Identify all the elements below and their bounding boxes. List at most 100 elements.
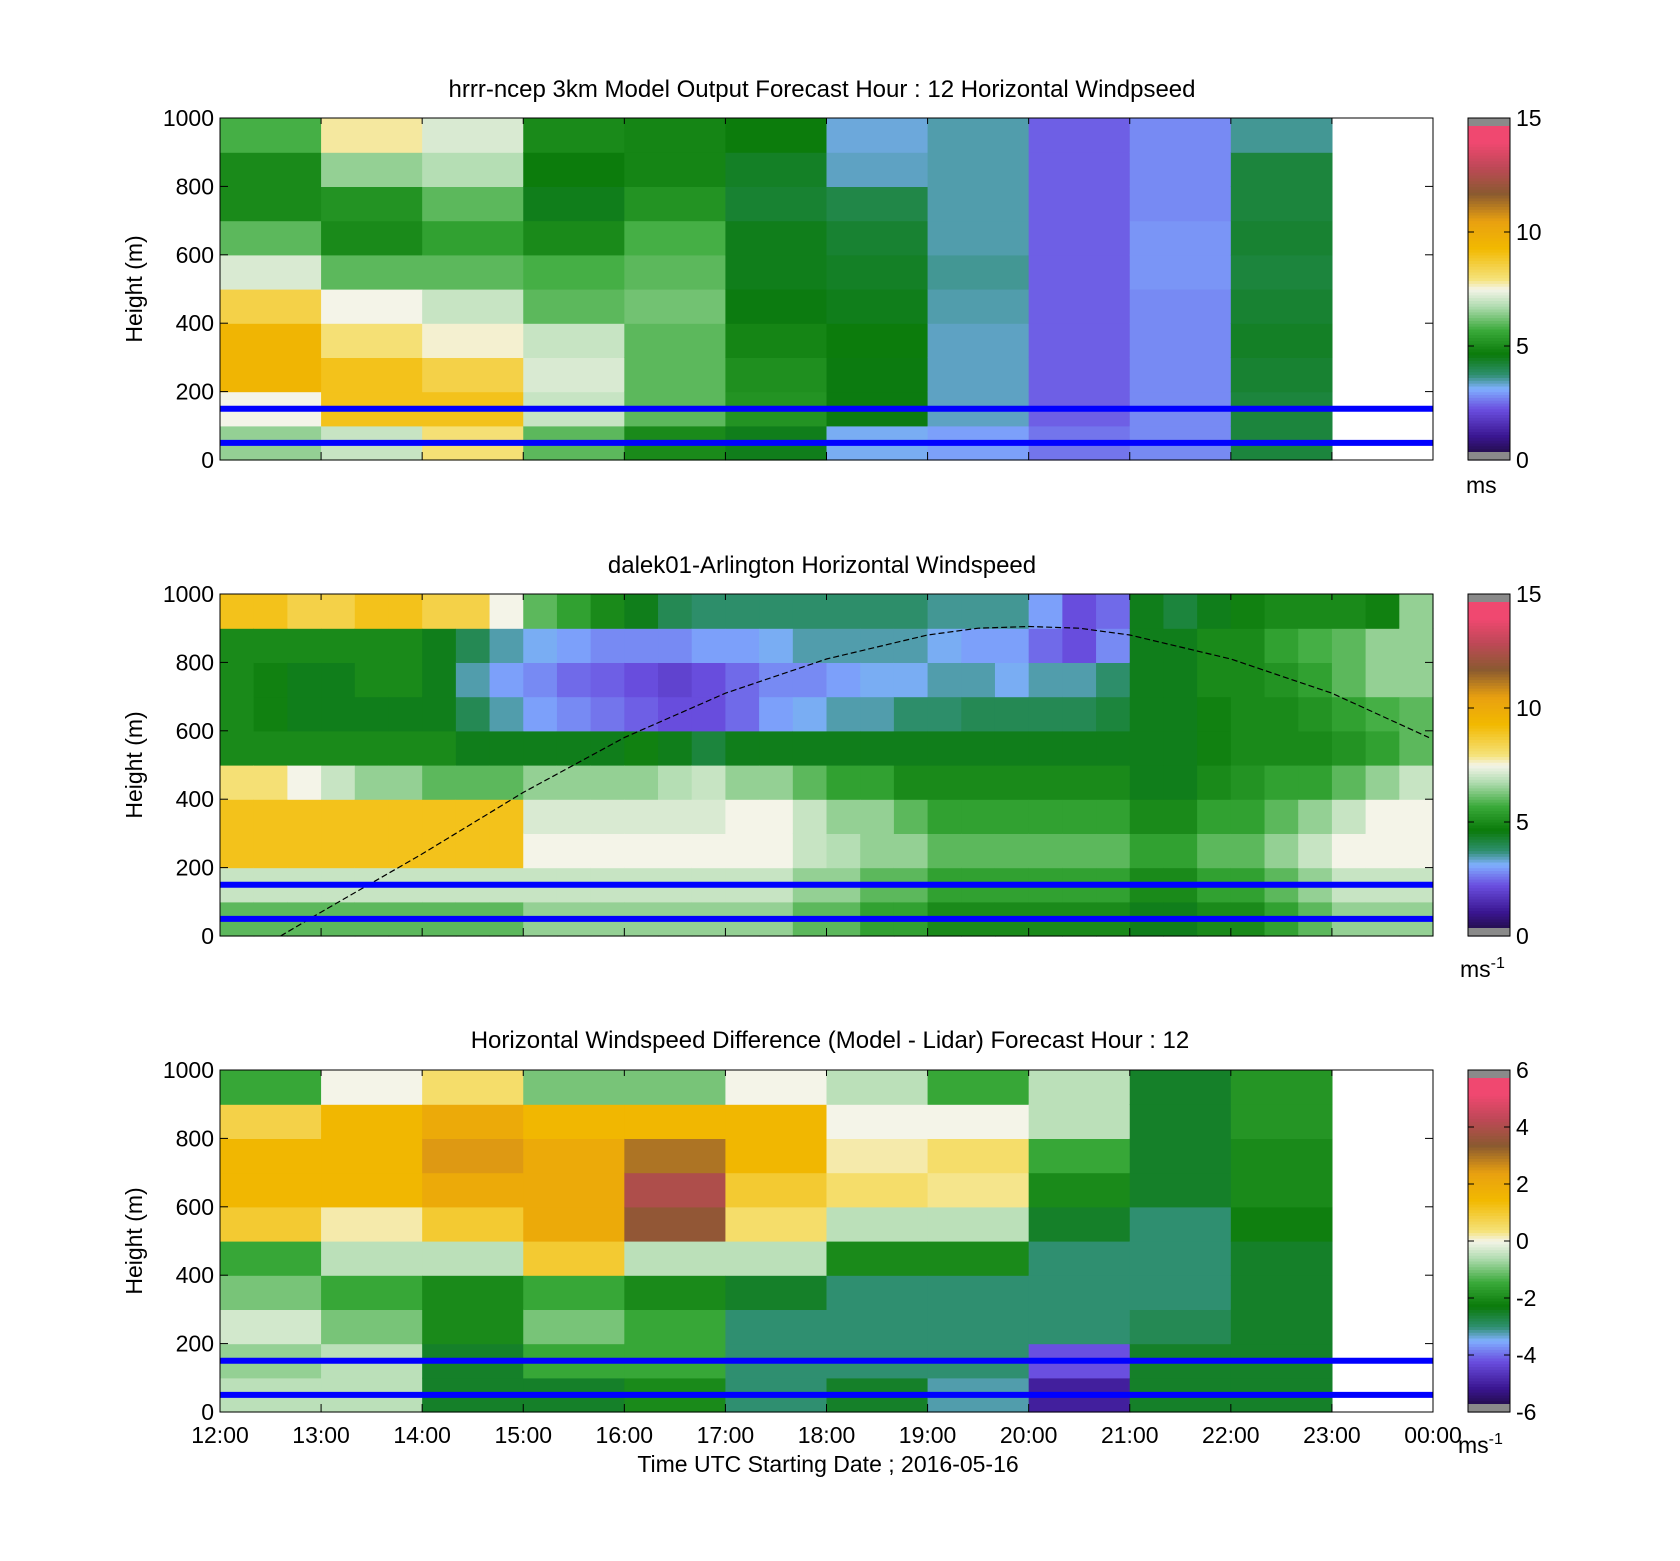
colorbar-tick-label: -2: [1516, 1285, 1536, 1311]
colorbar-segment: [1468, 622, 1510, 626]
heat-cell: [927, 1138, 1030, 1174]
heat-cell: [826, 289, 929, 324]
colorbar-segment: [1468, 326, 1510, 330]
colorbar-segment: [1468, 380, 1510, 384]
heat-cell: [927, 1309, 1030, 1345]
heat-cell: [927, 220, 1030, 256]
heat-cell: [1028, 765, 1063, 800]
heat-cell: [624, 765, 659, 800]
heat-cell: [523, 1172, 625, 1208]
colorbar-segment: [1468, 346, 1510, 350]
colorbar-segment: [1468, 659, 1510, 663]
heat-cell: [624, 1241, 727, 1276]
colorbar-segment: [1468, 773, 1510, 777]
heat-cell: [321, 833, 356, 869]
colorbar-under-cap: [1468, 928, 1510, 936]
heat-cell: [321, 1309, 423, 1345]
colorbar-segment: [1468, 802, 1510, 806]
heat-cell: [523, 357, 625, 393]
colorbar-segment: [1468, 742, 1510, 746]
colorbar-segment: [1468, 1266, 1510, 1271]
heat-cell: [1365, 594, 1400, 629]
colorbar-segment: [1468, 1315, 1510, 1319]
heat-cell: [927, 1104, 1030, 1139]
colorbar-segment: [1468, 1203, 1510, 1208]
heat-cell: [1129, 662, 1165, 698]
heat-cell: [590, 765, 625, 800]
colorbar-segment: [1468, 152, 1510, 156]
heat-cell: [1399, 799, 1434, 834]
heat-cell: [1129, 1206, 1232, 1242]
heat-cell: [1129, 628, 1165, 663]
heat-cell: [422, 1241, 524, 1276]
heat-cell: [792, 833, 828, 869]
heat-cell: [1129, 220, 1232, 256]
heat-cell: [1331, 662, 1367, 698]
heat-cell: [1129, 323, 1232, 358]
colorbar-segment: [1468, 1241, 1510, 1245]
panel-difference-ylabel: Height (m): [121, 1187, 147, 1294]
heat-cell: [624, 662, 659, 698]
heat-cell: [1331, 628, 1367, 663]
heat-cell: [388, 799, 423, 834]
x-tick-label: 13:00: [292, 1422, 350, 1448]
colorbar-segment: [1468, 1360, 1510, 1365]
colorbar-segment: [1468, 1269, 1510, 1273]
colorbar-segment: [1468, 693, 1510, 698]
colorbar-segment: [1468, 223, 1510, 227]
panel-lidar-colorbar: 0 5 10 15: [1467, 581, 1542, 949]
colorbar-segment: [1468, 1366, 1510, 1370]
heat-cell: [321, 220, 423, 256]
heat-cell: [556, 594, 592, 629]
heat-cell: [287, 833, 322, 869]
heat-cell: [1264, 730, 1299, 766]
colorbar-segment: [1468, 867, 1510, 872]
heat-cell: [1096, 696, 1131, 732]
panel-difference-y-ticks: 0 200 400 600 800 1000: [163, 1057, 1433, 1425]
colorbar-segment: [1468, 1260, 1510, 1265]
colorbar-tick-label: -6: [1516, 1399, 1536, 1425]
heat-cell: [1365, 696, 1400, 732]
heat-cell: [691, 730, 727, 766]
colorbar-segment: [1468, 1292, 1510, 1296]
heat-cell: [1129, 765, 1165, 800]
heat-cell: [388, 628, 423, 663]
colorbar-segment: [1468, 810, 1510, 815]
heat-cell: [725, 662, 760, 698]
colorbar-tick-label: 5: [1516, 333, 1529, 359]
heat-cell: [691, 799, 727, 834]
heat-cell: [725, 254, 828, 290]
colorbar-segment: [1468, 1340, 1510, 1345]
heat-cell: [354, 696, 390, 732]
heat-cell: [826, 628, 861, 663]
heat-cell: [826, 1104, 929, 1139]
heat-cell: [422, 594, 457, 629]
colorbar-segment: [1468, 702, 1510, 706]
heat-cell: [1264, 696, 1299, 732]
colorbar-tick-label: 5: [1516, 809, 1529, 835]
heat-cell: [1028, 1206, 1131, 1242]
colorbar-segment: [1468, 180, 1510, 185]
y-tick-label: 0: [201, 923, 214, 949]
heat-cell: [1028, 1309, 1131, 1345]
colorbar-tick-label: 10: [1516, 695, 1542, 721]
colorbar-segment: [1468, 1312, 1510, 1316]
colorbar-segment: [1468, 251, 1510, 256]
colorbar-segment: [1468, 408, 1510, 413]
heat-cell: [321, 186, 423, 222]
heat-cell: [556, 662, 592, 698]
heat-cell: [489, 696, 524, 732]
panel-difference-x-ticks: 12:00 13:00 14:00 15:00 16:00 17:00 18:00 19:00…: [191, 1070, 1462, 1448]
heat-cell: [1230, 220, 1333, 256]
colorbar-segment: [1468, 1295, 1510, 1299]
heat-cell: [590, 799, 625, 834]
y-tick-label: 600: [176, 1194, 214, 1220]
colorbar-segment: [1468, 1400, 1510, 1405]
colorbar-segment: [1468, 266, 1510, 270]
colorbar-segment: [1468, 422, 1510, 427]
colorbar-segment: [1468, 291, 1510, 296]
colorbar-segment: [1468, 918, 1510, 923]
colorbar-segment: [1468, 1118, 1510, 1122]
heat-cell: [220, 696, 255, 732]
colorbar-segment: [1468, 653, 1510, 658]
